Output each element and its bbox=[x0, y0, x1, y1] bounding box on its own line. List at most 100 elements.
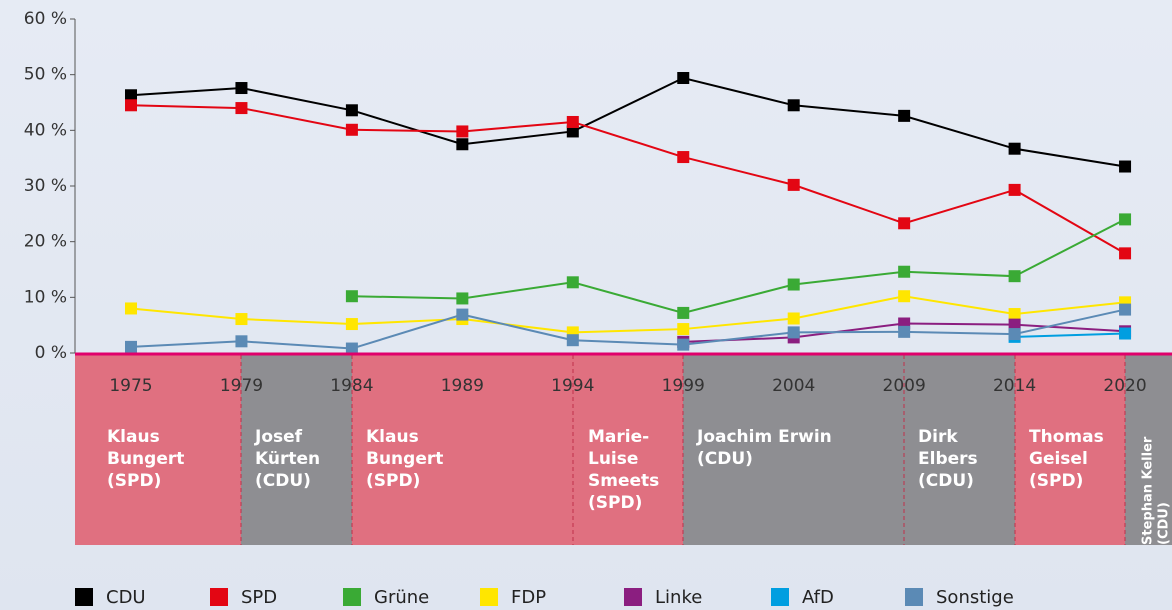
mayor-label: Smeets bbox=[588, 471, 659, 491]
series-line bbox=[130, 308, 1126, 350]
data-point bbox=[1119, 327, 1132, 340]
data-point bbox=[125, 302, 137, 315]
data-point bbox=[456, 125, 469, 138]
mayor-label: Thomas bbox=[1029, 427, 1104, 447]
y-tick-label: 30 % bbox=[24, 176, 67, 196]
mayor-band bbox=[1125, 355, 1172, 545]
mayor-label: Elbers bbox=[918, 449, 978, 469]
mayor-label: Josef bbox=[254, 427, 303, 447]
mayor-band bbox=[352, 355, 573, 545]
data-point bbox=[787, 99, 800, 112]
data-point bbox=[125, 340, 137, 353]
mayor-label: Geisel bbox=[1029, 449, 1088, 469]
legend-label: FDP bbox=[511, 587, 546, 608]
mayor-label: Klaus bbox=[107, 427, 160, 447]
data-point bbox=[235, 102, 248, 115]
legend-swatch bbox=[210, 588, 228, 606]
mayor-label: (CDU) bbox=[697, 449, 753, 469]
legend-label: Linke bbox=[655, 587, 702, 608]
data-point bbox=[1008, 142, 1021, 155]
mayor-label: Klaus bbox=[366, 427, 419, 447]
data-point bbox=[566, 334, 579, 347]
mayor-band bbox=[1015, 355, 1125, 545]
data-point bbox=[677, 306, 690, 319]
data-point bbox=[345, 342, 358, 355]
x-tick-label: 1989 bbox=[441, 376, 484, 396]
data-point bbox=[1119, 213, 1132, 226]
data-point bbox=[787, 326, 800, 339]
mayor-label: Marie- bbox=[588, 427, 649, 447]
mayor-label: Bungert bbox=[107, 449, 184, 469]
data-point bbox=[1119, 303, 1132, 316]
mayor-label: Dirk bbox=[918, 427, 958, 447]
mayor-band bbox=[573, 355, 683, 545]
data-point bbox=[345, 104, 358, 117]
legend-swatch bbox=[624, 588, 642, 606]
data-point bbox=[1008, 318, 1021, 331]
data-point bbox=[235, 82, 248, 95]
data-point bbox=[677, 323, 690, 336]
legend-label: Grüne bbox=[374, 587, 429, 608]
data-point bbox=[898, 265, 911, 278]
mayor-label: (SPD) bbox=[366, 471, 420, 491]
x-tick-label: 2009 bbox=[883, 376, 926, 396]
data-point bbox=[1119, 160, 1132, 173]
mayor-label: Luise bbox=[588, 449, 638, 469]
data-point bbox=[235, 313, 248, 326]
data-point bbox=[787, 178, 800, 191]
mayor-band bbox=[75, 355, 241, 545]
mayor-band bbox=[904, 355, 1015, 545]
mayor-label: (CDU) bbox=[918, 471, 974, 491]
data-point bbox=[566, 125, 579, 138]
legend-label: Sonstige bbox=[936, 587, 1014, 608]
legend-label: SPD bbox=[241, 587, 277, 608]
data-point bbox=[677, 151, 690, 164]
mayor-label: Kürten bbox=[255, 449, 320, 469]
data-point bbox=[235, 335, 248, 348]
data-point bbox=[345, 290, 358, 303]
mayor-label: Joachim Erwin bbox=[696, 427, 832, 447]
data-point bbox=[898, 325, 911, 338]
x-tick-label: 1984 bbox=[330, 376, 373, 396]
data-point bbox=[898, 109, 911, 122]
legend-swatch bbox=[905, 588, 923, 606]
data-point bbox=[1008, 328, 1021, 341]
x-tick-label: 2020 bbox=[1103, 376, 1146, 396]
x-tick-label: 1979 bbox=[220, 376, 263, 396]
x-tick-label: 1975 bbox=[109, 376, 152, 396]
y-tick-label: 20 % bbox=[24, 232, 67, 252]
y-tick-label: 40 % bbox=[24, 120, 67, 140]
mayor-label: (CDU) bbox=[255, 471, 311, 491]
y-tick-label: 60 % bbox=[24, 9, 67, 29]
data-point bbox=[677, 72, 690, 85]
data-point bbox=[345, 318, 358, 331]
data-point bbox=[456, 292, 469, 305]
x-tick-label: 2014 bbox=[993, 376, 1036, 396]
legend-swatch bbox=[343, 588, 361, 606]
mayor-label: Stephan Keller bbox=[1141, 436, 1156, 545]
data-point bbox=[456, 138, 469, 151]
data-point bbox=[125, 99, 137, 112]
series-line bbox=[130, 104, 1126, 255]
series-line bbox=[1014, 332, 1126, 338]
data-point bbox=[566, 276, 579, 289]
data-point bbox=[125, 89, 137, 102]
x-tick-label: 2004 bbox=[772, 376, 815, 396]
mayor-label: Bungert bbox=[366, 449, 443, 469]
data-point bbox=[787, 278, 800, 291]
data-point bbox=[456, 308, 469, 321]
mayor-band bbox=[241, 355, 352, 545]
mayor-label: (SPD) bbox=[107, 471, 161, 491]
data-point bbox=[1119, 247, 1132, 260]
data-point bbox=[345, 123, 358, 136]
y-tick-label: 10 % bbox=[24, 287, 67, 307]
legend-swatch bbox=[480, 588, 498, 606]
data-point bbox=[566, 115, 579, 128]
legend-swatch bbox=[75, 588, 93, 606]
mayor-label: (SPD) bbox=[1029, 471, 1083, 491]
legend-label: AfD bbox=[802, 587, 834, 608]
mayor-label: (CDU) bbox=[1157, 502, 1172, 545]
data-point bbox=[787, 312, 800, 325]
data-point bbox=[677, 338, 690, 351]
